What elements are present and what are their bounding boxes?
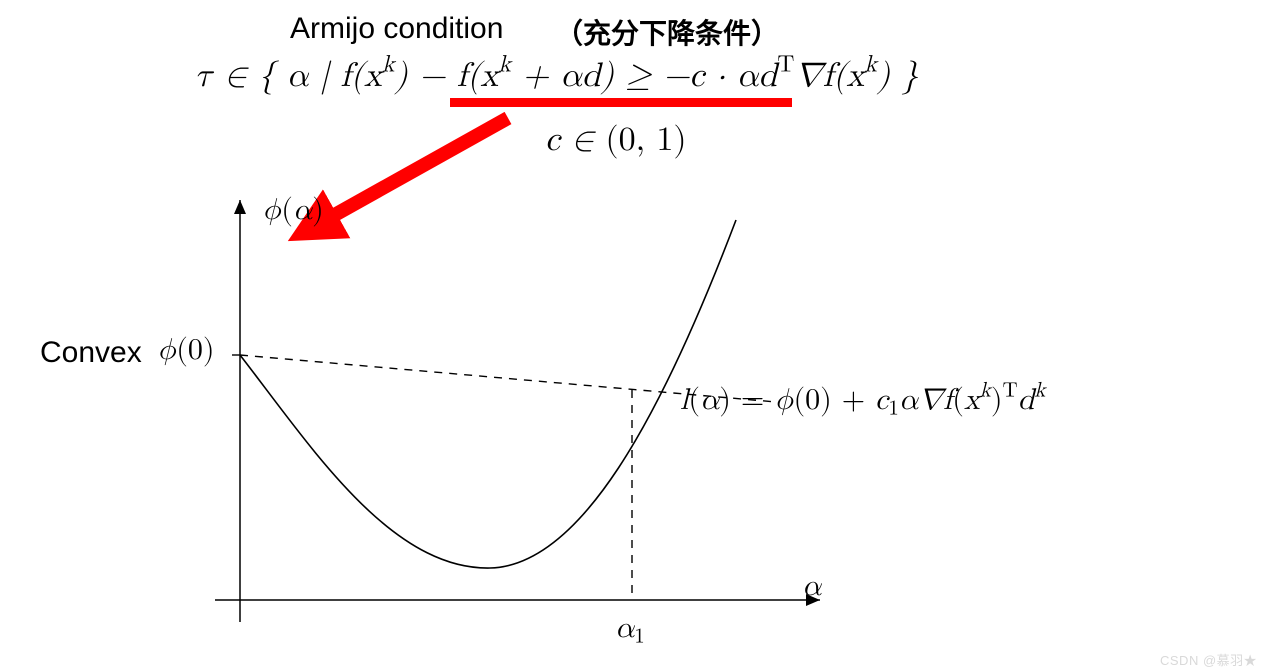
phi-curve — [240, 220, 736, 568]
phi-plot — [180, 190, 880, 640]
red-underline — [450, 98, 792, 107]
armijo-formula: τ ∈ { α | f(xk) − f(xk + αd) ≥ −c · αdT∇… — [195, 56, 918, 97]
title-chinese: （充分下降条件） — [555, 12, 779, 52]
figure-canvas: Armijo condition （充分下降条件） τ ∈ { α | f(xk… — [0, 0, 1271, 669]
convex-label: Convex — [40, 336, 142, 370]
l-alpha-line — [240, 355, 776, 402]
c-range: c ∈ (0, 1) — [545, 120, 687, 161]
title-english: Armijo condition — [290, 12, 503, 46]
watermark: CSDN @慕羽★ — [1160, 650, 1257, 669]
